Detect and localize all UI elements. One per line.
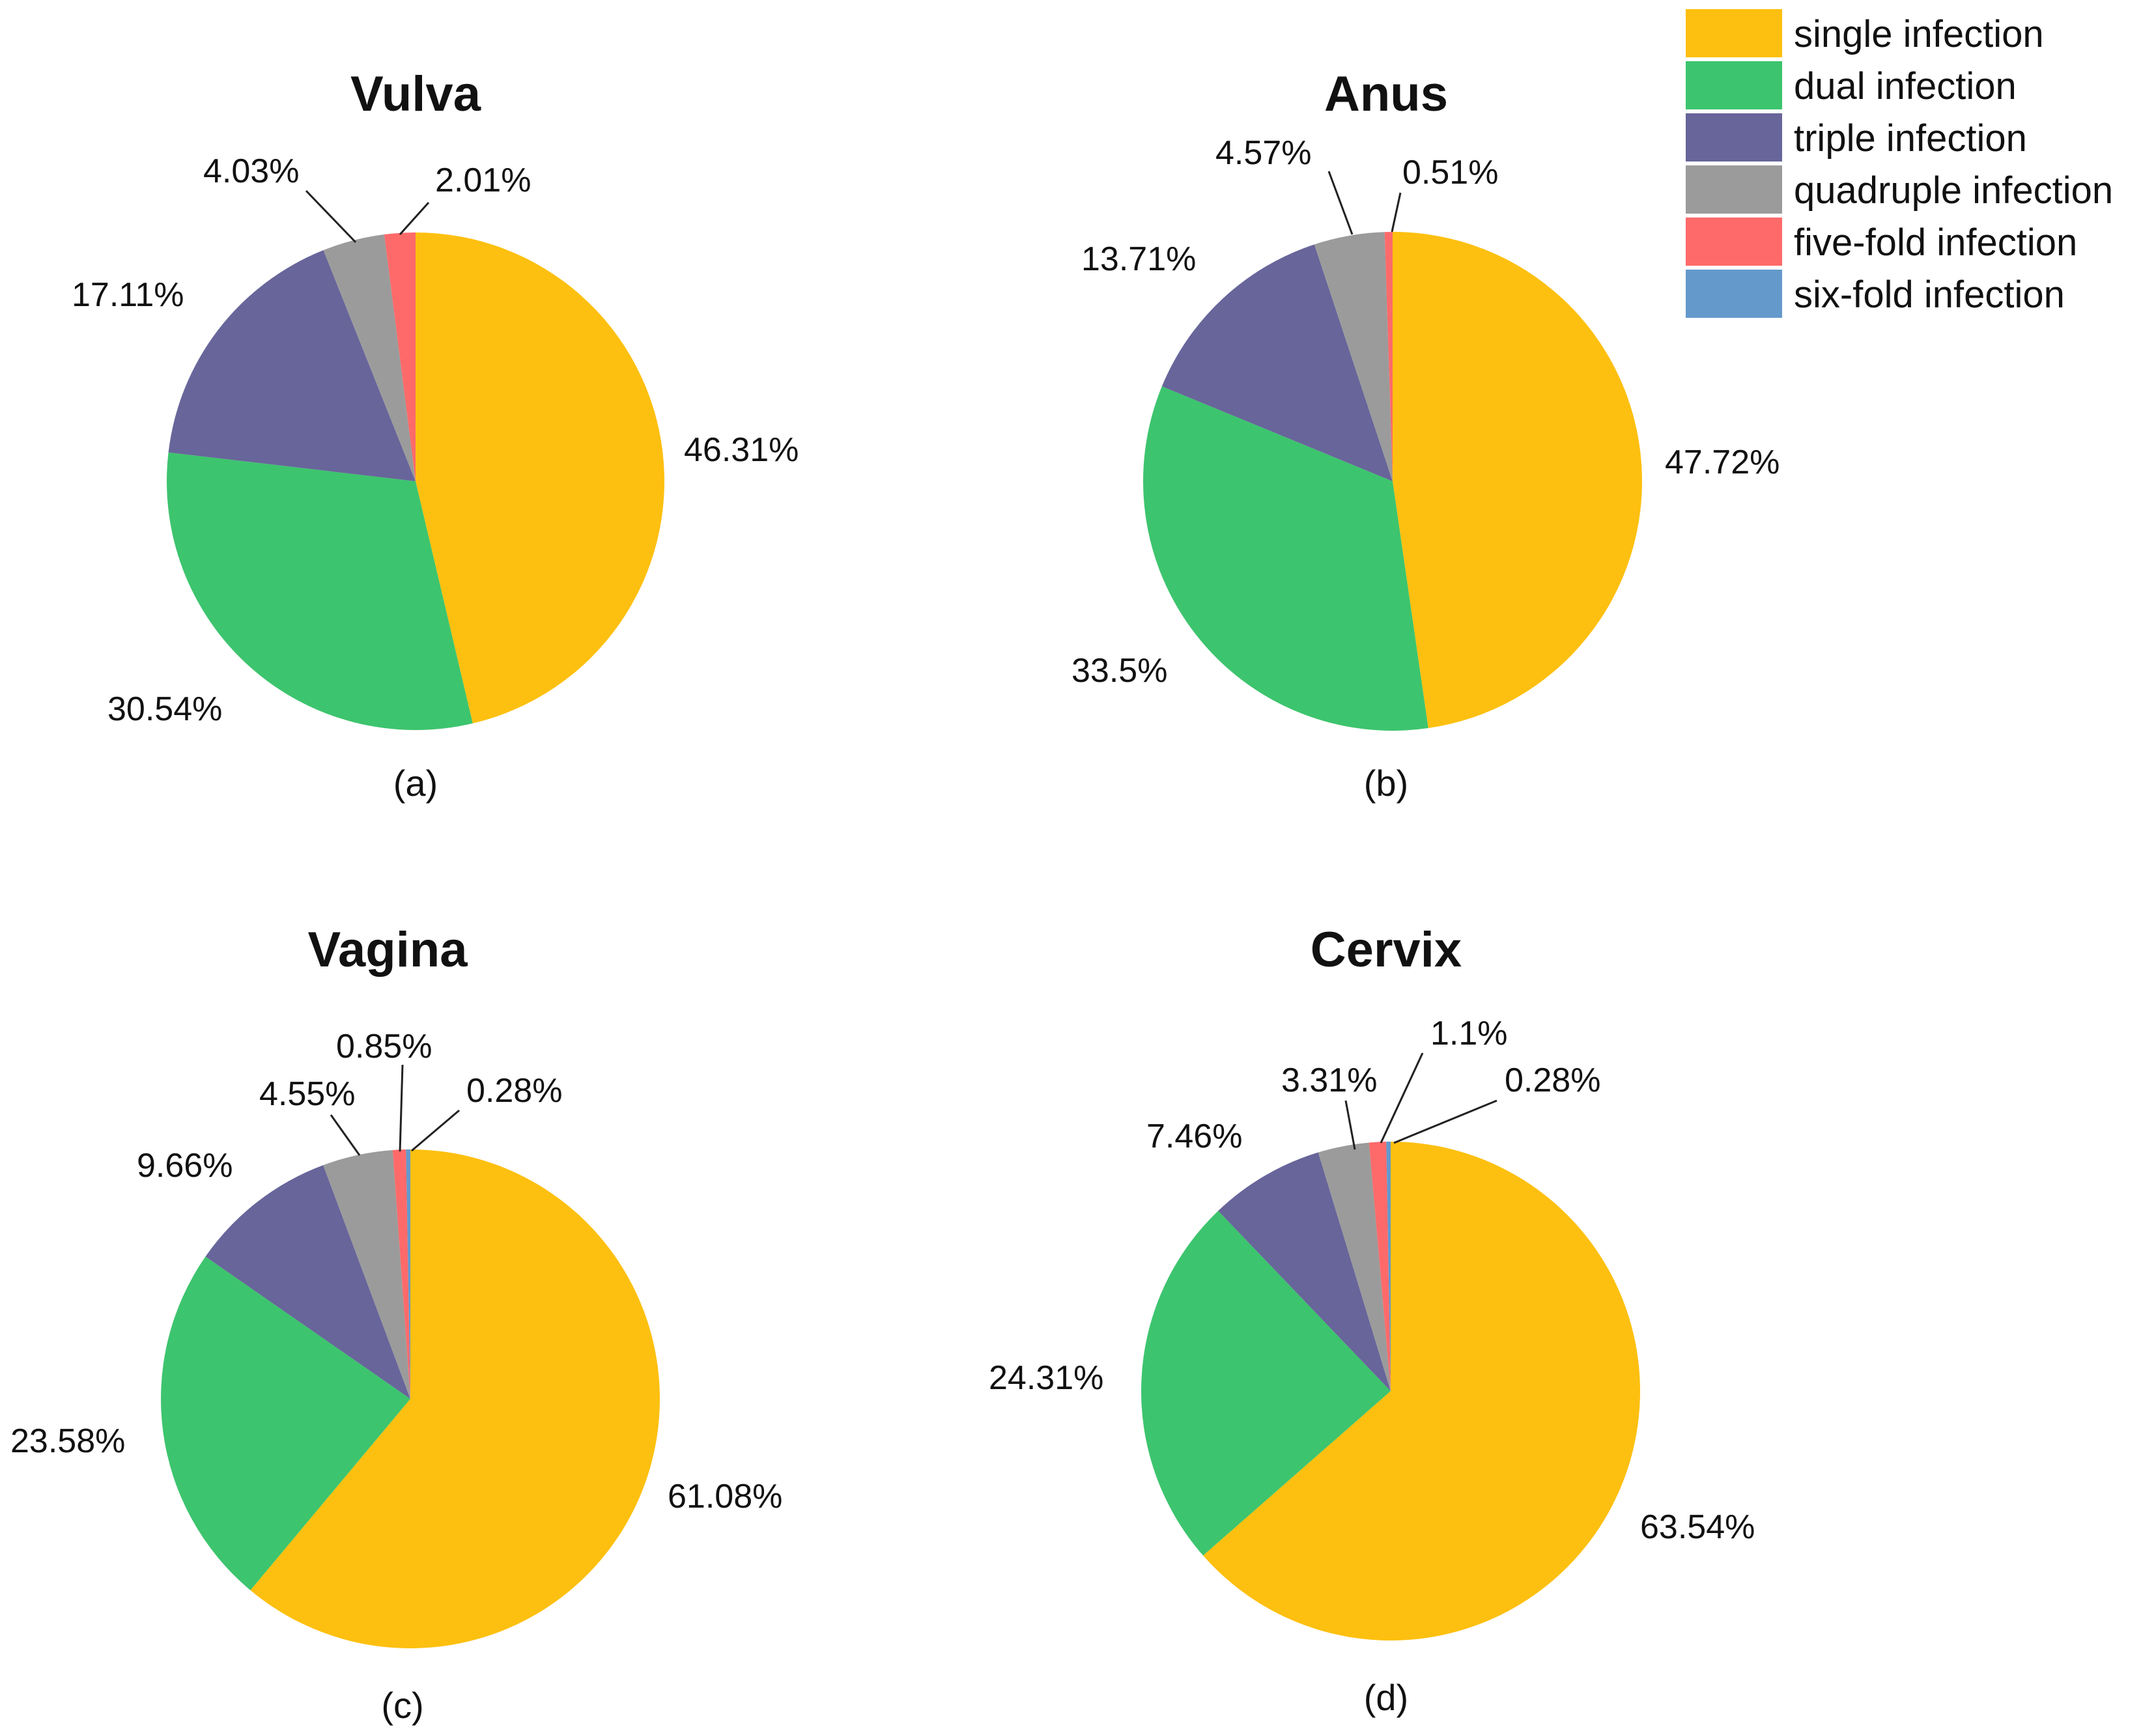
- pie-caption: (c): [381, 1685, 423, 1726]
- data-label: 3.31%: [1281, 1062, 1377, 1099]
- pie-title: Vulva: [350, 66, 481, 122]
- pie-slice-dual-infection: [166, 452, 473, 730]
- pie-slice-triple-infection: [205, 1165, 410, 1399]
- legend-label-six-fold: six-fold infection: [1794, 274, 2065, 316]
- pie-slice-single-infection: [416, 232, 664, 724]
- legend-swatch-single: [1686, 9, 1782, 57]
- pie-caption: (d): [1364, 1677, 1408, 1718]
- data-label: 0.51%: [1402, 154, 1498, 191]
- legend-label-triple: triple infection: [1794, 117, 2027, 160]
- pie-chart-cervix: Cervix 63.54% 24.31% 7.46% 3.31% 1.1% 0.28% (…: [989, 922, 1755, 1718]
- leader-line: [1380, 1052, 1424, 1144]
- legend-label-five-fold: five-fold infection: [1794, 221, 2077, 264]
- legend-label-quadruple: quadruple infection: [1794, 169, 2113, 212]
- pie-slice-quadruple-infection: [1314, 232, 1393, 481]
- data-label: 33.5%: [1071, 652, 1167, 690]
- data-label: 4.55%: [259, 1075, 355, 1113]
- legend-swatch-six-fold: [1686, 270, 1782, 318]
- leader-line: [411, 1109, 460, 1152]
- leader-line: [399, 201, 430, 236]
- pie-chart-vulva: Vulva 46.31% 30.54% 17.11% 4.03% 2.01% (a): [72, 66, 799, 804]
- legend-swatch-quadruple: [1686, 165, 1782, 214]
- pie-slice-five-fold-infection: [392, 1149, 410, 1399]
- data-label: 4.57%: [1215, 134, 1311, 172]
- pie-chart-anus: Anus 47.72% 33.5% 13.71% 4.57% 0.51% (b): [1071, 66, 1780, 804]
- pie-slice-six-fold-infection: [1386, 1142, 1391, 1391]
- data-label: 30.54%: [107, 690, 222, 728]
- data-label: 2.01%: [435, 162, 531, 199]
- data-label: 17.11%: [72, 276, 184, 314]
- pie-slice-dual-infection: [1142, 386, 1428, 731]
- data-label: 13.71%: [1081, 240, 1196, 278]
- pie-caption: (b): [1364, 763, 1408, 804]
- leader-line: [330, 1114, 361, 1156]
- data-label: 0.28%: [1505, 1062, 1600, 1099]
- leader-line: [1393, 1099, 1497, 1144]
- leader-line: [1327, 171, 1354, 235]
- data-label: 23.58%: [10, 1422, 125, 1460]
- pie-slice-dual-infection: [1141, 1211, 1391, 1556]
- pie-slice-five-fold-infection: [1369, 1142, 1391, 1391]
- pie-slice-triple-infection: [1218, 1152, 1391, 1391]
- data-label: 61.08%: [668, 1478, 782, 1515]
- data-label: 7.46%: [1146, 1118, 1242, 1155]
- pie-chart-vagina: Vagina 61.08%23.58%9.66%4.55%0.85%0.28% …: [10, 922, 782, 1726]
- pie-slice-triple-infection: [168, 250, 416, 481]
- legend-swatch-dual: [1686, 61, 1782, 109]
- pie-slice-single-infection: [250, 1149, 660, 1648]
- data-label: 63.54%: [1640, 1508, 1755, 1546]
- data-label: 46.31%: [684, 431, 799, 469]
- pie-slice-dual-infection: [160, 1256, 410, 1590]
- leader-line: [1344, 1100, 1356, 1150]
- data-label: 0.85%: [336, 1028, 432, 1065]
- pie-slice-quadruple-infection: [323, 234, 416, 481]
- pie-slice-quadruple-infection: [1318, 1142, 1391, 1391]
- data-label: 4.03%: [203, 152, 299, 190]
- legend-swatch-triple: [1686, 113, 1782, 162]
- pie-title: Cervix: [1311, 922, 1462, 978]
- legend-label-dual: dual infection: [1794, 65, 2017, 107]
- pie-slice-triple-infection: [1161, 244, 1393, 481]
- pie-slice-single-infection: [1203, 1142, 1640, 1640]
- leader-line: [399, 1064, 404, 1152]
- pie-slice-five-fold-infection: [1384, 232, 1393, 481]
- data-label: 1.1%: [1430, 1015, 1508, 1052]
- pie-slice-six-fold-infection: [406, 1149, 410, 1399]
- data-label: 0.28%: [466, 1072, 562, 1110]
- pie-title: Vagina: [308, 922, 468, 978]
- pie-title: Anus: [1324, 66, 1448, 122]
- leader-line: [1391, 192, 1402, 232]
- legend: single infection dual infection triple i…: [1686, 9, 2113, 318]
- pie-caption: (a): [393, 763, 438, 804]
- data-label: 9.66%: [137, 1147, 233, 1185]
- leader-line: [305, 190, 357, 244]
- pie-slice-five-fold-infection: [384, 232, 416, 481]
- data-label: 47.72%: [1665, 443, 1780, 481]
- legend-swatch-five-fold: [1686, 218, 1782, 266]
- data-label: 24.31%: [989, 1359, 1103, 1397]
- legend-label-single: single infection: [1794, 13, 2044, 55]
- pie-slice-single-infection: [1393, 232, 1643, 729]
- pie-slice-quadruple-infection: [323, 1149, 410, 1399]
